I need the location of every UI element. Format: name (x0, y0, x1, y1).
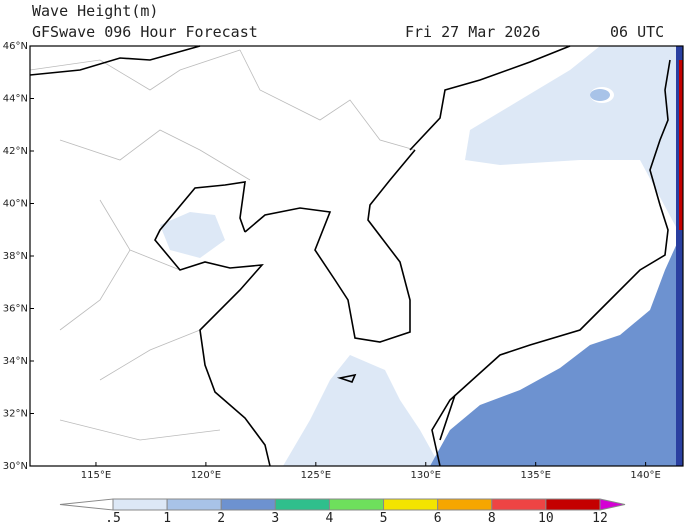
date: Fri 27 Mar 2026 (405, 23, 540, 41)
colorbar-segment (545, 498, 601, 511)
lon-tick-label: 130°E (411, 470, 441, 481)
colorbar-segment (491, 498, 547, 511)
colorbar-segment (383, 498, 439, 511)
lat-tick-label: 38°N (3, 251, 28, 262)
wave-patch (590, 89, 610, 101)
colorbar-arrow (59, 498, 114, 511)
wave-light (160, 46, 683, 466)
lat-tick-label: 44°N (3, 94, 28, 105)
colorbar-label: 8 (488, 511, 496, 525)
colorbar-label: 2 (217, 511, 225, 525)
wave-edge (676, 46, 683, 466)
colorbar-label: 12 (592, 511, 608, 525)
colorbar-label: .5 (105, 511, 121, 525)
colorbar-label: 6 (434, 511, 442, 525)
lat-tick-label: 30°N (3, 461, 28, 472)
colorbar-segment (437, 498, 493, 511)
lon-tick-label: 135°E (520, 470, 550, 481)
borders (29, 49, 416, 441)
subtitle: GFSwave 096 Hour Forecast (32, 23, 258, 41)
colorbar-arrow (599, 498, 626, 511)
colorbar-segment (166, 498, 222, 511)
lat-tick-label: 34°N (3, 356, 28, 367)
lat-tick-label: 32°N (3, 409, 28, 420)
colorbar-label: 4 (326, 511, 334, 525)
colorbar-label: 10 (538, 511, 554, 525)
wave-medium (430, 230, 683, 466)
colorbar-label: 5 (380, 511, 388, 525)
map (29, 45, 684, 467)
lon-tick-label: 125°E (301, 470, 331, 481)
lon-tick-label: 120°E (191, 470, 221, 481)
colorbar-segment (112, 498, 168, 511)
colorbar-label: 1 (163, 511, 171, 525)
time: 06 UTC (610, 23, 664, 41)
colorbar-label: 3 (271, 511, 279, 525)
lat-tick-label: 42°N (3, 146, 28, 157)
lat-tick-label: 40°N (3, 199, 28, 210)
wave-edge-red (679, 60, 683, 230)
title: Wave Height(m) (32, 2, 158, 20)
lat-tick-label: 36°N (3, 304, 28, 315)
lon-tick-label: 115°E (81, 470, 111, 481)
lon-tick-label: 140°E (630, 470, 660, 481)
coastline (29, 45, 671, 467)
colorbar-segment (274, 498, 330, 511)
lat-tick-label: 46°N (3, 41, 28, 52)
colorbar-segment (220, 498, 276, 511)
colorbar-segment (328, 498, 385, 511)
